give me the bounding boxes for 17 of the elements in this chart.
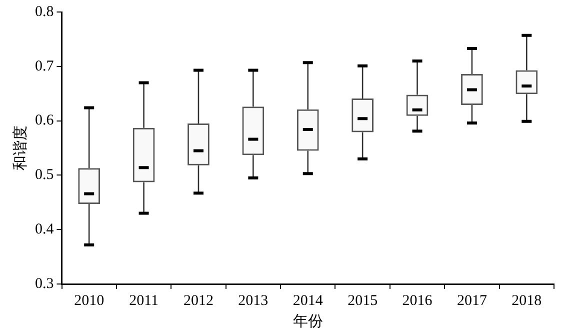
x-axis-title: 年份 xyxy=(292,312,323,330)
x-tick-label: 2015 xyxy=(348,292,378,309)
y-tick-label: 0.8 xyxy=(35,4,54,20)
x-tick-label: 2018 xyxy=(512,292,542,309)
y-tick-label: 0.6 xyxy=(35,112,54,129)
x-tick-label: 2014 xyxy=(292,292,324,309)
x-tick-label: 2016 xyxy=(402,292,433,309)
y-tick-label: 0.7 xyxy=(35,58,54,74)
y-axis-title: 和谐度 xyxy=(12,126,29,170)
x-tick-label: 2012 xyxy=(183,292,214,309)
y-tick-label: 0.4 xyxy=(35,222,54,238)
x-tick-label: 2013 xyxy=(238,292,268,309)
x-tick-label: 2011 xyxy=(129,292,159,309)
y-tick-label: 0.3 xyxy=(35,276,54,292)
x-tick-label: 2010 xyxy=(74,292,104,309)
y-tick-label: 0.5 xyxy=(35,167,54,184)
x-tick-label: 2017 xyxy=(456,292,488,309)
